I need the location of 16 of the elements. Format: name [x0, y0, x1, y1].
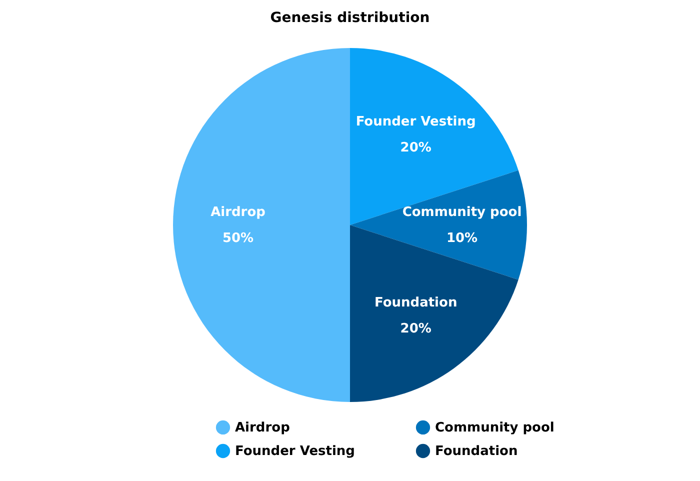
slice-label: Community pool	[402, 205, 522, 220]
pie-slice	[350, 225, 518, 402]
chart-title: Genesis distribution	[270, 10, 430, 26]
legend-label: Community pool	[435, 420, 554, 436]
legend-label: Airdrop	[235, 420, 290, 436]
slice-label: Founder Vesting	[356, 114, 476, 130]
slice-label: Airdrop	[210, 205, 266, 220]
legend-label: Founder Vesting	[235, 444, 355, 459]
data-label: 50%	[222, 231, 254, 246]
data-label: 10%	[446, 231, 478, 246]
pie-slice	[350, 170, 527, 280]
pie-slice	[173, 48, 350, 402]
data-label: 20%	[400, 322, 432, 337]
slice-label: Foundation	[374, 296, 458, 311]
legend-label: Foundation	[435, 444, 518, 459]
data-label: 20%	[400, 140, 432, 156]
